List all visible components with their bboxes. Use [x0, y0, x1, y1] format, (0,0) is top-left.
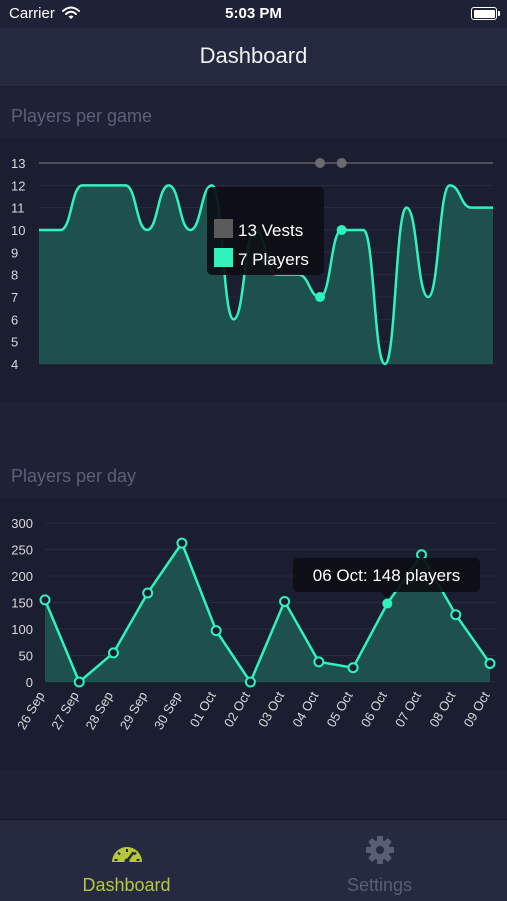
day-tooltip-text: 06 Oct: 148 players: [313, 566, 460, 585]
game-tooltip-players: 7 Players: [238, 250, 309, 269]
page-title: Dashboard: [199, 43, 308, 68]
vests-highlight-point: [336, 158, 347, 168]
game-tooltip: 13 Vests 7 Players: [207, 187, 324, 275]
day-y-tick: 0: [26, 675, 33, 690]
players-per-day-chart[interactable]: 0 50 100 150 200 250 300 26 Sep 27 Sep 28 Sep 29 S…: [0, 498, 507, 770]
carrier-label: Carrier: [9, 5, 55, 22]
day-data-point: [107, 647, 119, 659]
tab-bar: Dashboard Settings: [0, 819, 507, 901]
day-data-point: [484, 657, 496, 669]
players-highlight-point: [336, 225, 347, 235]
day-data-point: [244, 676, 256, 688]
day-area: [45, 543, 490, 682]
game-y-tick: 11: [11, 201, 25, 216]
day-data-point: [313, 656, 325, 668]
game-y-tick: 9: [11, 245, 18, 260]
battery-icon: [471, 7, 500, 20]
day-tooltip-pointer: [381, 592, 393, 598]
day-data-point: [142, 587, 154, 599]
gear-icon: [362, 836, 398, 866]
day-x-tick: 08 Oct: [426, 689, 458, 730]
day-highlight-point: [382, 598, 393, 609]
game-y-tick: 8: [11, 268, 18, 283]
game-y-tick: 12: [11, 178, 25, 193]
day-data-point: [347, 662, 359, 674]
day-x-tick: 03 Oct: [255, 689, 287, 730]
players-legend-swatch: [214, 248, 233, 267]
day-data-point: [210, 625, 222, 637]
players-highlight-point: [315, 292, 326, 302]
day-x-tick: 30 Sep: [151, 689, 185, 732]
tab-dashboard[interactable]: Dashboard: [0, 820, 253, 901]
day-x-tick: 02 Oct: [221, 689, 253, 730]
game-y-tick: 13: [11, 156, 25, 171]
day-x-tick: 27 Sep: [48, 689, 82, 732]
dashboard-content[interactable]: Players per game 4 5 6 7 8 9 10 11 12 13 13 Vests 7…: [0, 87, 507, 819]
vests-legend-swatch: [214, 219, 233, 238]
players-per-day-panel: 0 50 100 150 200 250 300 26 Sep 27 Sep 28 Sep 29 S…: [0, 498, 507, 770]
game-y-tick: 10: [11, 223, 25, 238]
day-data-point: [73, 676, 85, 688]
day-data-point: [416, 549, 428, 561]
vests-highlight-point: [315, 158, 326, 168]
game-y-tick: 4: [11, 357, 18, 372]
tab-settings[interactable]: Settings: [253, 820, 506, 901]
navigation-bar: Dashboard: [0, 28, 507, 87]
day-x-tick: 05 Oct: [324, 689, 356, 730]
game-y-tick: 6: [11, 312, 18, 327]
game-y-tick: 5: [11, 335, 18, 350]
day-x-tick: 06 Oct: [358, 689, 390, 730]
day-x-tick: 28 Sep: [82, 689, 116, 732]
game-tooltip-vests: 13 Vests: [238, 221, 303, 240]
speedometer-icon: [109, 836, 145, 866]
day-tooltip: 06 Oct: 148 players: [293, 558, 480, 598]
players-per-game-panel: 4 5 6 7 8 9 10 11 12 13 13 Vests 7 Players: [0, 137, 507, 401]
day-y-tick: 250: [11, 543, 33, 558]
day-x-tick: 04 Oct: [289, 689, 321, 730]
day-x-tick: 09 Oct: [460, 689, 492, 730]
day-y-tick: 50: [19, 649, 33, 664]
game-y-tick: 7: [11, 290, 18, 305]
wifi-icon: [62, 6, 80, 25]
players-per-day-title: Players per day: [11, 466, 137, 486]
day-x-tick: 01 Oct: [187, 689, 219, 730]
day-tooltip-box: [293, 558, 480, 592]
players-per-game-chart[interactable]: 4 5 6 7 8 9 10 11 12 13 13 Vests 7 Players: [0, 137, 507, 401]
day-y-tick: 100: [11, 622, 33, 637]
day-y-tick: 200: [11, 569, 33, 584]
day-y-tick: 150: [11, 596, 33, 611]
day-y-tick: 300: [11, 516, 33, 531]
players-per-game-title: Players per game: [11, 106, 153, 126]
tab-dashboard-label: Dashboard: [82, 875, 171, 895]
day-data-point: [450, 609, 462, 621]
day-data-point: [176, 537, 188, 549]
day-x-tick: 26 Sep: [14, 689, 48, 732]
day-x-tick: 29 Sep: [117, 689, 151, 732]
day-x-tick: 07 Oct: [392, 689, 424, 730]
tab-settings-label: Settings: [346, 875, 413, 895]
day-data-point: [279, 595, 291, 607]
status-bar: Carrier 5:03 PM: [0, 0, 507, 28]
status-time: 5:03 PM: [225, 5, 282, 22]
day-data-point: [39, 594, 51, 606]
game-tooltip-box: [207, 187, 324, 275]
